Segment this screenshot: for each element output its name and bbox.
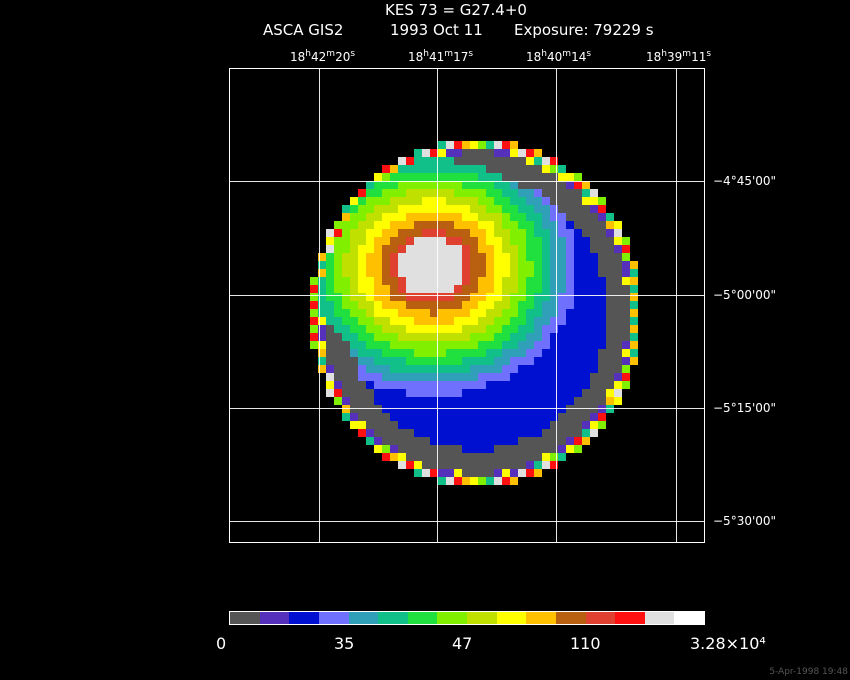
colorbar-segment [259,612,290,624]
dec-tick-2: −5°15'00" [713,401,777,415]
colorbar-segment [615,612,645,624]
colorbar-segment [496,612,527,624]
colorbar-segment [407,612,438,624]
exposure-label: Exposure: 79229 s [514,21,654,39]
xray-image-frame [229,68,705,543]
dec-grid-line [230,295,704,296]
ra-tick-0: 18h42m20s [290,49,356,64]
colorbar-label-4: 3.28×10⁴ [690,634,766,653]
colorbar-label-0: 0 [216,634,227,653]
timestamp: 5-Apr-1998 19:48 [769,667,848,677]
colorbar-segment [644,612,675,624]
colorbar-segment [378,612,408,624]
ra-grid-line [676,69,677,542]
colorbar-label-3: 110 [570,634,601,653]
dec-tick-3: −5°30'00" [713,514,777,528]
ra-tick-2: 18h40m14s [526,49,592,64]
ra-grid-line [319,69,320,542]
ra-tick-1: 18h41m17s [408,49,474,64]
dec-grid-line [230,408,704,409]
color-bar [229,611,705,625]
xray-image [230,69,704,542]
colorbar-segment [348,612,379,624]
colorbar-segment [526,612,556,624]
dec-grid-line [230,521,704,522]
ra-tick-3: 18h39m11s [646,49,712,64]
ra-grid-line [437,69,438,542]
image-title: KES 73 = G27.4+0 [385,1,527,19]
colorbar-segment [230,612,260,624]
colorbar-segment [674,612,704,624]
colorbar-segment [467,612,497,624]
ra-grid-line [556,69,557,542]
colorbar-segment [437,612,467,624]
colorbar-label-2: 47 [452,634,473,653]
dec-tick-1: −5°00'00" [713,288,777,302]
instrument-label: ASCA GIS2 [263,21,344,39]
observation-date: 1993 Oct 11 [390,21,483,39]
colorbar-segment [585,612,616,624]
dec-tick-0: −4°45'00" [713,174,777,188]
colorbar-segment [318,612,349,624]
colorbar-segment [555,612,586,624]
dec-grid-line [230,181,704,182]
colorbar-label-1: 35 [334,634,355,653]
colorbar-segment [289,612,319,624]
